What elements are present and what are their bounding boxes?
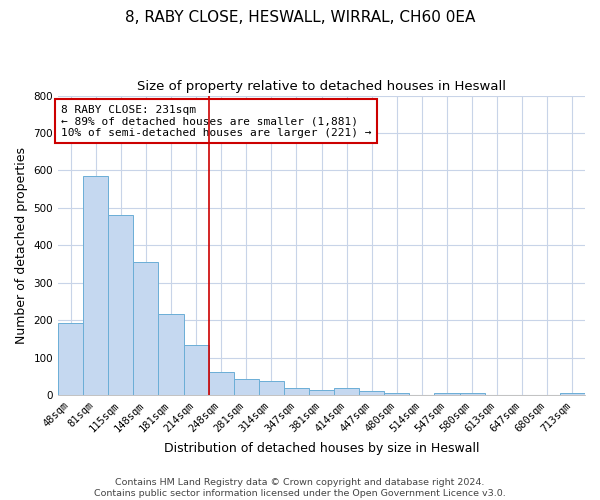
Bar — [460, 393, 485, 395]
X-axis label: Distribution of detached houses by size in Heswall: Distribution of detached houses by size … — [164, 442, 479, 455]
Bar — [233, 379, 259, 395]
Bar — [434, 392, 460, 395]
Text: 8 RABY CLOSE: 231sqm
← 89% of detached houses are smaller (1,881)
10% of semi-de: 8 RABY CLOSE: 231sqm ← 89% of detached h… — [61, 104, 371, 138]
Bar — [83, 176, 108, 395]
Bar — [58, 323, 83, 395]
Y-axis label: Number of detached properties: Number of detached properties — [15, 147, 28, 344]
Bar — [359, 392, 384, 395]
Bar — [209, 372, 233, 395]
Bar — [309, 390, 334, 395]
Bar — [560, 394, 585, 395]
Bar — [259, 382, 284, 395]
Text: 8, RABY CLOSE, HESWALL, WIRRAL, CH60 0EA: 8, RABY CLOSE, HESWALL, WIRRAL, CH60 0EA — [125, 10, 475, 25]
Bar — [384, 392, 409, 395]
Bar — [158, 314, 184, 395]
Bar — [334, 388, 359, 395]
Bar — [133, 262, 158, 395]
Text: Contains HM Land Registry data © Crown copyright and database right 2024.
Contai: Contains HM Land Registry data © Crown c… — [94, 478, 506, 498]
Bar — [184, 344, 209, 395]
Bar — [108, 216, 133, 395]
Title: Size of property relative to detached houses in Heswall: Size of property relative to detached ho… — [137, 80, 506, 93]
Bar — [284, 388, 309, 395]
